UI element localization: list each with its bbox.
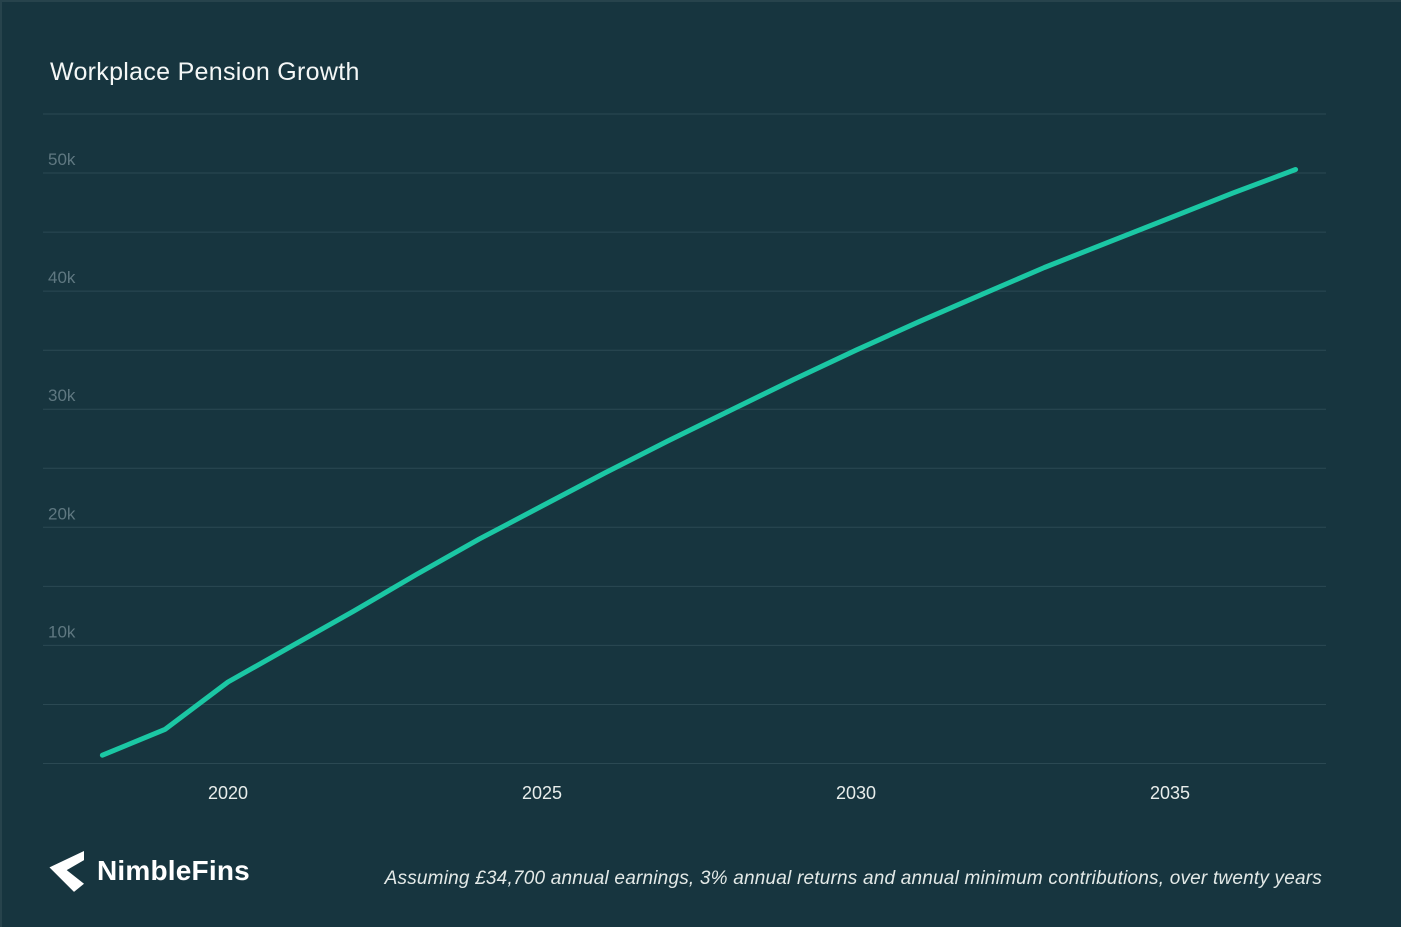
y-axis-tick-label: 20k	[48, 504, 76, 523]
y-axis-tick-label: 50k	[48, 150, 76, 169]
chart-footnote: Assuming £34,700 annual earnings, 3% ann…	[384, 868, 1322, 889]
y-axis-tick-label: 40k	[48, 268, 76, 287]
x-axis-tick-label: 2020	[208, 783, 248, 803]
y-axis-tick-label: 30k	[48, 386, 76, 405]
pension-growth-line	[99, 167, 1299, 758]
pension-growth-line-chart: 10k 20k 30k 40k 50k 2020 2025 2030 2035	[43, 113, 1326, 803]
x-axis-tick-label: 2030	[836, 783, 876, 803]
x-axis-tick-label: 2035	[1150, 783, 1190, 803]
chart-title: Workplace Pension Growth	[50, 58, 360, 86]
x-axis-tick-label: 2025	[522, 783, 562, 803]
nimblefins-arrow-icon	[44, 848, 84, 894]
brand-name: NimbleFins	[97, 855, 250, 886]
brand-logo: NimbleFins	[44, 848, 250, 894]
y-axis-tick-label: 10k	[48, 622, 76, 641]
